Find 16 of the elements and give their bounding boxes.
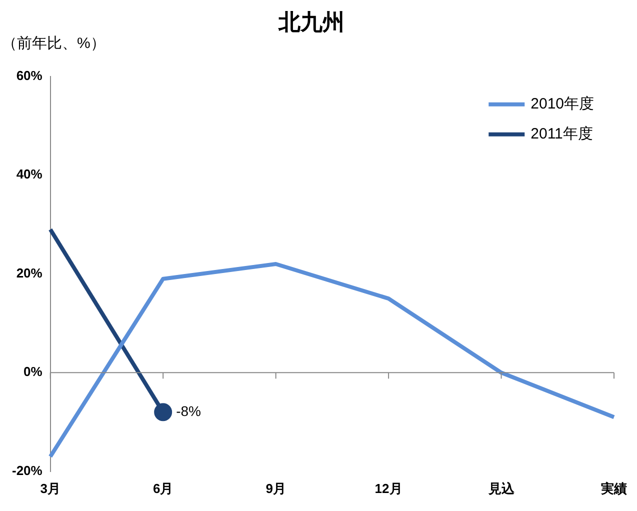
y-tick-label: 20%: [16, 265, 43, 280]
y-tick-label: 40%: [16, 166, 43, 182]
x-tick-label: 9月: [266, 480, 286, 496]
chart-title: 北九州: [278, 9, 344, 34]
x-tick-label: 3月: [40, 480, 60, 496]
legend-label: 2010年度: [530, 96, 594, 113]
data-label: -8%: [176, 403, 201, 420]
x-tick-label: 見込: [487, 480, 516, 496]
x-tick-label: 6月: [152, 480, 174, 496]
legend-label: 2011年度: [530, 126, 593, 143]
x-tick-label: 12月: [374, 480, 402, 496]
y-tick-label: -20%: [12, 462, 43, 478]
y-tick-label: 0%: [24, 364, 43, 380]
x-tick-label: 実績: [600, 480, 627, 496]
y-axis-title: （前年比、%）: [2, 35, 106, 52]
y-tick-label: 60%: [16, 68, 43, 83]
